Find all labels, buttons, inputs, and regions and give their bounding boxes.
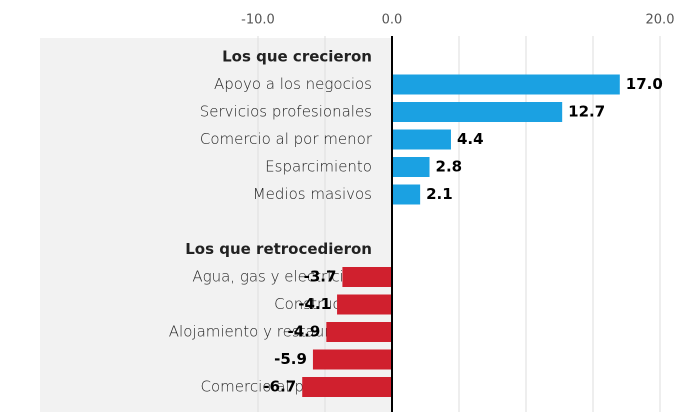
value-label: 2.1 — [426, 185, 453, 203]
bar — [392, 157, 430, 177]
value-label: -3.7 — [304, 268, 337, 286]
bar — [312, 349, 392, 370]
value-label: -4.1 — [298, 295, 331, 313]
group-header: Los que retrocedieron — [185, 240, 372, 258]
value-label: 17.0 — [626, 75, 663, 93]
category-label: Servicios profesionales — [200, 103, 372, 121]
x-tick-label: 20.0 — [646, 13, 675, 28]
bar — [392, 184, 421, 205]
bar — [392, 74, 620, 95]
value-label: -5.9 — [274, 350, 307, 368]
category-label: Apoyo a los negocios — [214, 75, 372, 93]
value-label: 2.8 — [436, 158, 463, 176]
x-tick-label: -10.0 — [241, 13, 275, 28]
bar — [392, 129, 451, 150]
bar — [392, 102, 563, 122]
bar — [342, 267, 392, 287]
category-label: Medios masivos — [253, 185, 372, 203]
x-tick-label: 0.0 — [382, 13, 403, 28]
bar — [302, 377, 392, 397]
category-label: Esparcimiento — [265, 158, 372, 176]
value-label: -6.7 — [263, 378, 296, 396]
value-label: -4.9 — [288, 323, 321, 341]
bar — [326, 322, 392, 342]
value-label: 4.4 — [457, 130, 484, 148]
category-label: Agua, gas y electricidad — [192, 268, 372, 286]
value-label: 12.7 — [568, 103, 605, 121]
category-label: Alojamiento y restaurantes — [169, 323, 372, 341]
category-label: Comercio al por menor — [200, 130, 373, 148]
group-header: Los que crecieron — [222, 48, 372, 66]
bar — [337, 294, 392, 315]
